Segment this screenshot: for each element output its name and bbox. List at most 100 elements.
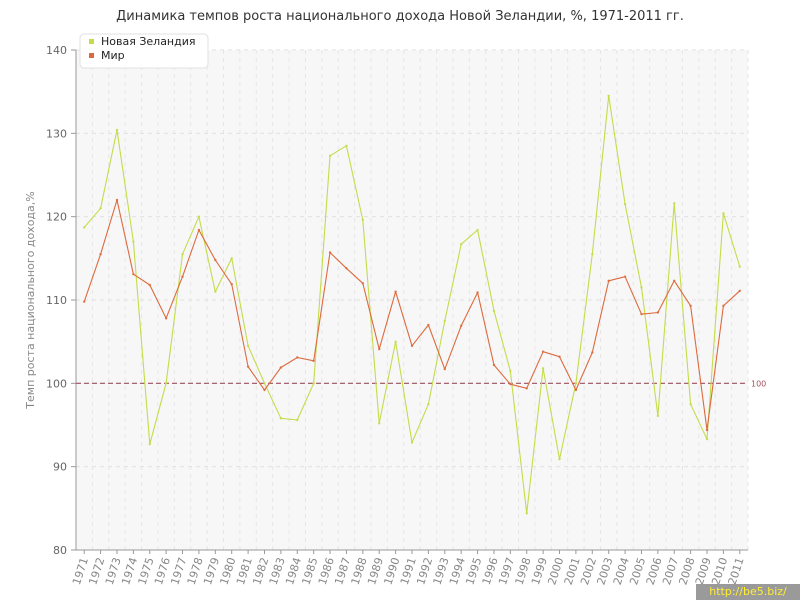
series-0-point — [394, 340, 397, 343]
legend-box — [79, 33, 209, 69]
y-tick-label: 80 — [53, 544, 67, 557]
series-1-point — [99, 252, 102, 256]
reference-line-group: 100 — [76, 379, 766, 388]
series-0-point — [361, 218, 365, 222]
series-1-point — [525, 387, 528, 390]
series-0-point — [246, 344, 250, 348]
y-tick-label: 110 — [46, 294, 67, 307]
series-1-point — [328, 251, 332, 254]
series-group — [82, 94, 742, 515]
series-1-point — [214, 258, 217, 262]
series-1-point — [640, 312, 643, 316]
series-0-point — [623, 202, 627, 206]
reference-line-label: 100 — [751, 379, 766, 388]
series-1-point — [705, 428, 709, 432]
series-1-point — [722, 304, 725, 308]
series-1-point — [296, 356, 299, 359]
series-1-point — [148, 283, 151, 287]
series-0-point — [82, 226, 86, 229]
series-1-point — [623, 275, 627, 278]
series-0-point — [476, 228, 479, 232]
series-0-point — [181, 252, 184, 256]
y-tick-label: 90 — [53, 461, 67, 474]
legend-swatch — [89, 39, 94, 44]
series-0-point — [640, 286, 643, 289]
y-tick-label: 140 — [46, 44, 67, 57]
series-0-point — [656, 414, 660, 418]
series-1-point — [361, 282, 365, 285]
series-0-point — [591, 252, 594, 256]
series-0-point — [345, 144, 348, 148]
series-1-point — [738, 289, 742, 293]
series-0-point — [328, 154, 332, 158]
series-0-point — [132, 240, 135, 243]
series-1-point — [197, 228, 201, 232]
series-1-point — [607, 279, 610, 283]
y-axis-ticks: 80 90 100 110 120 130 140 — [46, 44, 76, 557]
series-1-point — [312, 359, 315, 363]
series-1-point — [656, 311, 660, 314]
legend-swatch — [89, 53, 94, 58]
series-1-point — [492, 363, 496, 367]
series-1-point — [230, 282, 233, 286]
series-0-point — [427, 402, 430, 406]
series-1-point — [410, 344, 414, 348]
y-tick-label: 120 — [46, 211, 67, 224]
series-1-point — [279, 366, 283, 369]
series-0-point — [574, 382, 578, 385]
series-0-point — [558, 457, 561, 461]
series-1-point — [476, 291, 479, 294]
series-0-point — [378, 422, 381, 425]
series-1-point — [394, 290, 397, 293]
series-1-point — [164, 317, 168, 320]
series-0-point — [738, 265, 742, 268]
series-1-point — [378, 347, 381, 351]
series-0-point — [99, 207, 102, 210]
series-0-point — [148, 442, 151, 446]
y-tick-label: 100 — [46, 377, 67, 390]
series-1-point — [541, 350, 545, 353]
x-axis-ticks: 1971197219731974197519761977197819791980… — [70, 550, 747, 587]
series-1-point — [459, 324, 463, 328]
series-1-point — [345, 267, 348, 270]
series-0-point — [705, 437, 709, 441]
series-1-point — [673, 279, 676, 283]
series-0-point — [443, 319, 446, 323]
series-0-point — [722, 212, 725, 215]
series-0-point — [492, 309, 496, 313]
series-0-point — [214, 290, 217, 293]
series-1-point — [181, 275, 184, 278]
series-0-point — [525, 512, 528, 515]
series-0-point — [689, 402, 692, 406]
series-0-point — [410, 441, 414, 444]
series-0-point — [459, 242, 463, 246]
series-0-point — [673, 202, 676, 205]
series-0-point — [279, 417, 283, 420]
series-1-point — [574, 388, 578, 392]
series-0-point — [607, 94, 610, 98]
series-1-point — [689, 304, 692, 308]
series-0-point — [197, 215, 201, 218]
series-0-point — [509, 369, 512, 373]
series-1-point — [427, 323, 430, 327]
chart-title: Динамика темпов роста национального дохо… — [116, 9, 684, 24]
series-1-point — [82, 300, 86, 303]
series-0-point — [296, 418, 299, 422]
series-0-point — [115, 128, 119, 132]
series-0-point — [312, 382, 315, 385]
watermark-link[interactable]: http://be5.biz/ — [696, 584, 800, 600]
series-1-point — [591, 351, 594, 354]
legend-label: Мир — [101, 49, 125, 62]
series-1-point — [509, 382, 512, 386]
series-1-point — [263, 388, 266, 392]
y-axis-label: Темп роста национального дохода,% — [24, 191, 37, 409]
series-1-point — [132, 272, 135, 276]
series-1-point — [443, 367, 446, 371]
series-0-point — [164, 382, 168, 385]
series-1-point — [115, 198, 119, 202]
y-tick-label: 130 — [46, 127, 67, 140]
series-0-point — [541, 367, 545, 370]
legend-label: Новая Зеландия — [101, 35, 196, 48]
